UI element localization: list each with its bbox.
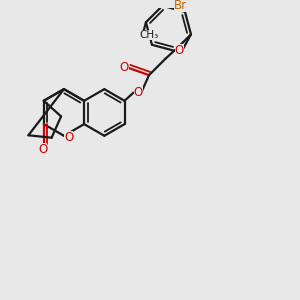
Text: O: O [64, 131, 74, 144]
Text: O: O [120, 61, 129, 74]
Text: CH₃: CH₃ [139, 30, 158, 40]
Text: O: O [38, 143, 47, 156]
Text: Br: Br [173, 0, 187, 13]
Text: O: O [134, 86, 143, 99]
Text: O: O [175, 44, 184, 57]
